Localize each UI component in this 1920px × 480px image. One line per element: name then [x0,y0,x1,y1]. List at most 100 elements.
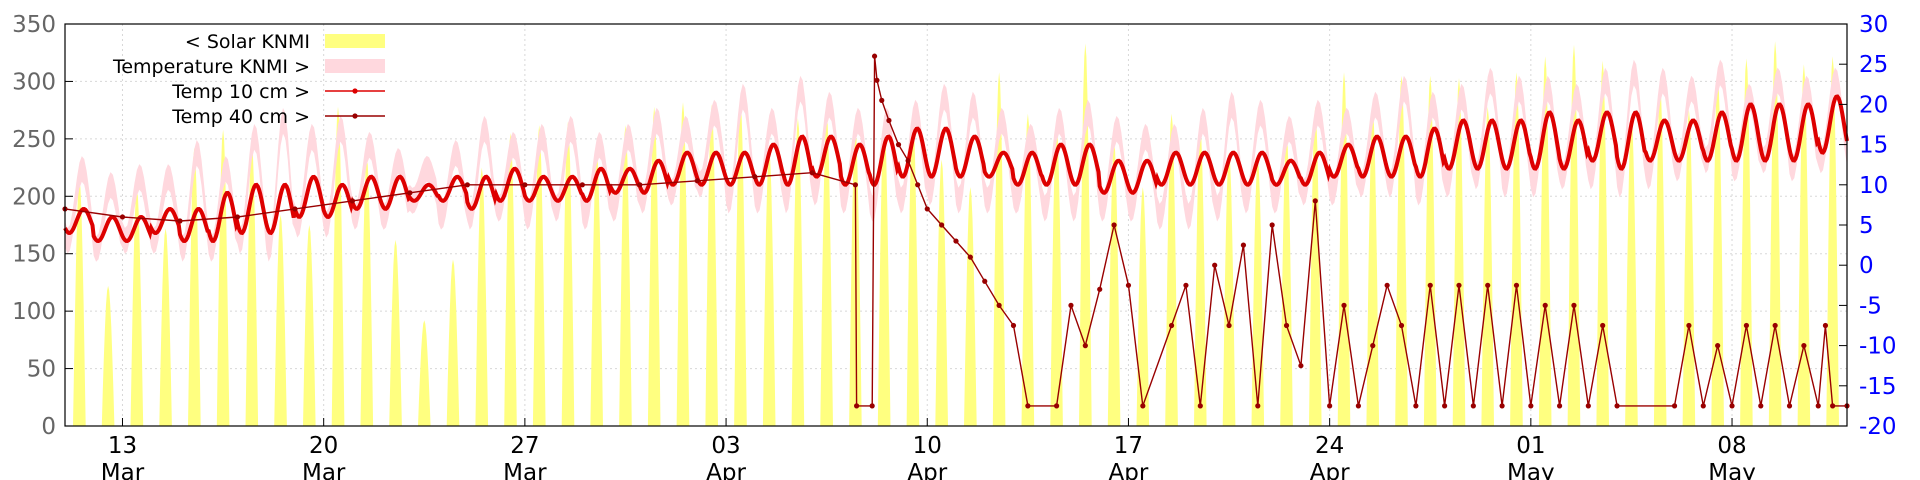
x-tick-label-month: Apr [1109,460,1149,480]
x-tick-label-day: 10 [913,433,942,459]
y-right-tick-label: 20 [1859,92,1888,118]
y-right-tick-label: -20 [1859,414,1897,440]
solar-bar [906,113,920,426]
temp-40cm-point [1822,322,1829,329]
solar-bar [245,144,259,426]
temp-40cm-point [1111,222,1117,228]
solar-bar [475,167,489,426]
legend-swatch-point [352,113,358,119]
solar-bar [791,118,805,426]
solar-bar [1653,87,1667,426]
y-left-tick-label: 0 [41,414,56,440]
temp-40cm-point [874,77,880,83]
legend-label: < Solar KNMI [185,31,310,53]
temp-40cm-point [752,174,758,180]
y-right-tick-label: 30 [1859,12,1888,38]
temp-40cm-point [1168,322,1175,329]
temp-40cm-point [522,182,528,188]
temp-40cm-point [1700,403,1706,409]
solar-bar [1194,129,1207,426]
temp-40cm-point [1499,403,1505,409]
temp-40cm-point [1341,302,1347,308]
solar-bar [676,102,690,426]
temp-40cm-point [1197,403,1203,409]
temp-40cm-point [939,222,945,228]
solar-bar [935,159,948,426]
temp-40cm-point [349,198,356,204]
x-tick-label-month: Mar [302,460,346,480]
x-tick-label-month: Apr [706,460,746,480]
temp-40cm-point [1743,322,1750,329]
temp-40cm-point [1686,322,1692,329]
x-tick-label-month: Mar [101,460,145,480]
temp-40cm-point [1456,282,1462,288]
temp-40cm-point [1183,282,1189,288]
solar-bar [705,104,718,427]
temp-40cm-point [1025,403,1031,409]
y-right-tick-label: 10 [1859,173,1888,199]
temp-40cm-point [1815,403,1821,409]
y-right-tick-label: 0 [1859,253,1874,279]
y-axis-right: -20 -15 -10 -5 0 5 10 15 20 25 30 [1839,12,1897,440]
solar-bar [1740,58,1753,426]
temp-40cm-point [1585,403,1591,409]
solar-bar [1079,43,1092,426]
temp-40cm-point [1758,403,1764,409]
temp-40cm-point [1729,403,1735,409]
legend: < Solar KNMI Temperature KNMI > Temp 10 cm… [112,31,385,128]
plot-frame [64,23,1848,427]
solar-bar [1251,159,1265,426]
solar-bar [130,188,144,426]
temp-40cm-point [1355,403,1361,409]
solar-bar [1423,75,1437,426]
temp-40cm-point [177,218,183,224]
x-tick-label-month: Mar [503,460,547,480]
solar-bar [1050,125,1063,426]
solar-bar [1538,56,1552,426]
solar-bar [1596,60,1609,427]
solar-bar [734,101,747,426]
temp-40cm-point [1240,242,1247,248]
temp-40cm-point [1269,222,1275,228]
y-left-tick-label: 50 [27,357,56,383]
temp-40cm-point [1370,343,1376,349]
temp-40cm-point [953,238,959,244]
temp-40cm-point [1255,403,1261,409]
y-left-tick-label: 300 [12,69,56,95]
temp-40cm-point [1398,322,1405,329]
x-tick-label-day: 13 [108,433,137,459]
solar-bar [1165,113,1178,426]
temp-40cm-point [869,403,875,409]
temp-40cm-point [1556,403,1563,409]
solar-bar [1510,72,1523,426]
solar-bar [1309,106,1322,426]
x-tick-label-month: Apr [1310,460,1350,480]
solar-bar [1481,106,1494,426]
temp-40cm-point [1528,403,1534,409]
temperature-knmi-series [65,59,1847,262]
solar-bar [101,285,115,426]
temp-40cm-point [1082,343,1088,349]
solar-bar [303,225,316,426]
solar-bar [532,125,546,426]
y-left-tick-label: 100 [12,299,56,325]
temp-40cm-point [1470,403,1476,409]
solar-bar [1021,113,1035,426]
x-tick-label-month: May [1708,460,1756,480]
y-axis-left: 0 50 100 150 200 250 300 350 [12,12,73,440]
temp-40cm-point [1801,343,1807,349]
x-tick-label-day: 20 [309,433,338,459]
solar-bar [1682,110,1696,426]
temp-40cm-point [1442,403,1448,409]
temp-40cm-point [234,214,241,220]
solar-bar [619,125,632,426]
y-right-tick-label: -5 [1859,293,1882,319]
legend-label: Temp 10 cm > [171,81,310,103]
legend-swatch [325,59,385,73]
temp-40cm-point [1053,403,1060,409]
solar-bar [561,121,575,426]
x-tick-label-month: May [1507,460,1555,480]
solar-bar [446,259,460,426]
temp-40cm-point [407,190,413,196]
